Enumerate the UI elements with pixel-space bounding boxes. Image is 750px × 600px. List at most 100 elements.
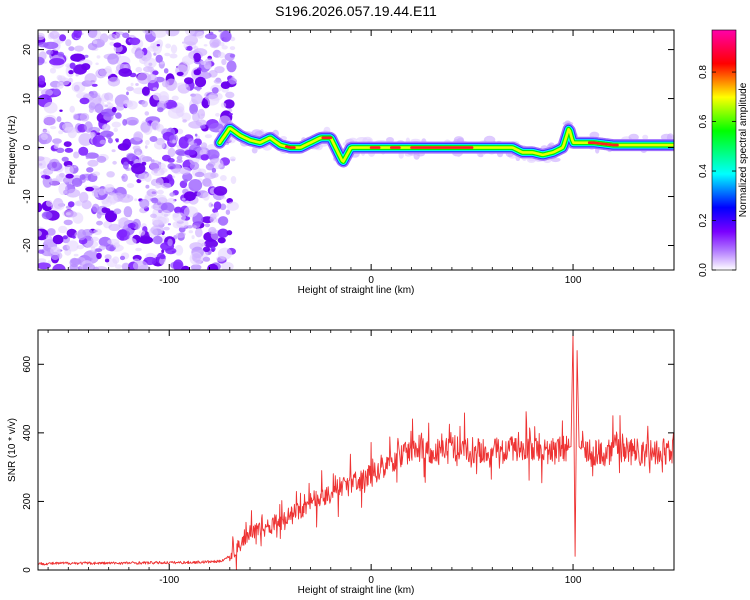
- noise-blob: [100, 33, 109, 43]
- noise-blob: [203, 44, 208, 47]
- noise-blob: [205, 163, 214, 171]
- noise-blob: [104, 254, 112, 260]
- noise-blob: [52, 234, 64, 245]
- noise-blob: [79, 191, 89, 203]
- noise-blob: [107, 33, 118, 41]
- noise-blob: [38, 230, 42, 237]
- snr-y-tick-label: 400: [22, 424, 33, 441]
- noise-blob: [191, 93, 203, 105]
- noise-blob: [100, 130, 114, 138]
- noise-blob: [90, 246, 96, 253]
- noise-blob: [213, 79, 222, 84]
- noise-blob: [64, 164, 74, 175]
- noise-blob: [169, 192, 176, 197]
- noise-blob: [178, 226, 186, 233]
- noise-blob: [38, 258, 47, 263]
- snr-y-label: SNR (10 * v/v): [7, 418, 18, 482]
- noise-blob: [188, 230, 193, 234]
- noise-blob: [74, 45, 84, 52]
- noise-blob: [65, 39, 72, 47]
- noise-blob: [104, 65, 112, 74]
- noise-blob: [111, 149, 116, 153]
- noise-blob: [204, 223, 210, 228]
- noise-blob: [228, 113, 233, 116]
- noise-blob: [230, 36, 236, 42]
- noise-blob: [193, 69, 201, 76]
- noise-blob: [70, 53, 86, 62]
- noise-blob: [94, 103, 104, 114]
- noise-blob: [153, 169, 158, 174]
- noise-blob: [115, 31, 125, 36]
- noise-blob: [79, 112, 90, 122]
- noise-blob: [195, 227, 203, 238]
- noise-blob: [91, 83, 98, 87]
- noise-blob: [182, 41, 185, 44]
- noise-blob: [174, 244, 184, 256]
- noise-blob: [194, 133, 198, 137]
- noise-blob: [226, 230, 233, 236]
- noise-blob: [165, 247, 177, 255]
- noise-blob: [167, 238, 173, 247]
- noise-blob: [141, 161, 147, 166]
- noise-blob: [157, 107, 164, 113]
- noise-blob: [84, 121, 93, 133]
- noise-blob: [104, 104, 108, 108]
- ridge-halo-blob: [413, 152, 420, 160]
- noise-blob: [114, 264, 122, 269]
- noise-blob: [196, 87, 201, 92]
- noise-blob: [175, 82, 189, 89]
- noise-blob: [183, 35, 198, 46]
- noise-blob: [188, 121, 203, 129]
- noise-blob: [161, 182, 172, 189]
- noise-blob: [122, 138, 132, 149]
- noise-blob: [43, 101, 58, 114]
- noise-blob: [170, 44, 178, 54]
- spectrogram-y-tick-label: 20: [22, 44, 33, 56]
- noise-blob: [85, 186, 94, 192]
- noise-blob: [92, 203, 100, 213]
- noise-blob: [58, 182, 68, 196]
- noise-blob: [49, 67, 57, 74]
- spectrogram-x-label: Height of straight line (km): [298, 285, 415, 296]
- noise-blob: [151, 197, 159, 204]
- noise-blob: [143, 66, 154, 73]
- snr-series-line: [38, 332, 674, 570]
- noise-blob: [88, 30, 102, 39]
- spectrogram-x-tick-label: -100: [159, 275, 179, 286]
- noise-blob: [228, 108, 233, 113]
- noise-blob: [188, 179, 203, 192]
- noise-blob: [109, 41, 115, 46]
- noise-blob: [59, 34, 67, 42]
- noise-blob: [53, 144, 59, 150]
- noise-blob: [163, 68, 169, 74]
- noise-blob: [92, 171, 101, 177]
- noise-blob: [109, 97, 114, 102]
- noise-blob: [171, 95, 179, 101]
- noise-blob: [68, 46, 75, 52]
- noise-blob: [169, 53, 178, 59]
- noise-blob: [111, 106, 117, 113]
- noise-blob: [138, 230, 146, 236]
- noise-blob: [147, 73, 158, 84]
- noise-blob: [121, 173, 128, 182]
- noise-blob: [204, 134, 212, 139]
- noise-blob: [161, 210, 171, 217]
- noise-blob: [79, 97, 90, 105]
- noise-blob: [64, 179, 69, 183]
- noise-blob: [107, 76, 121, 87]
- noise-blob: [38, 202, 43, 213]
- snr-plot-area: [38, 330, 674, 570]
- noise-blob: [135, 247, 142, 252]
- noise-blob: [154, 140, 165, 150]
- spectrogram-noise-region: [38, 30, 239, 270]
- noise-blob: [126, 238, 137, 245]
- noise-blob: [202, 256, 211, 262]
- noise-blob: [162, 154, 171, 162]
- noise-blob: [152, 87, 158, 91]
- noise-blob: [88, 108, 94, 113]
- noise-blob: [61, 156, 69, 162]
- noise-blob: [55, 175, 63, 181]
- noise-blob: [42, 128, 48, 133]
